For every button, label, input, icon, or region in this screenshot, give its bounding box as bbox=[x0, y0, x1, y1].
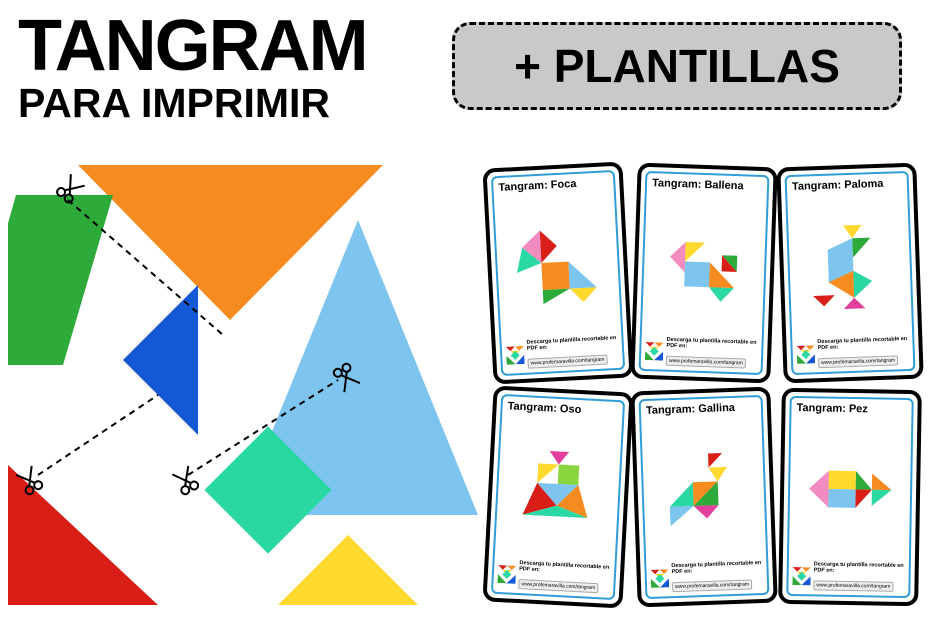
tangram-cutout bbox=[8, 165, 478, 605]
card-foca: Tangram: Foca Descarga tu plantilla bbox=[482, 161, 633, 384]
tangram-logo-icon bbox=[797, 345, 816, 364]
piece-yellow bbox=[278, 535, 418, 605]
card-figure bbox=[497, 191, 618, 339]
card-footer: Descarga tu plantilla recortable en PDF … bbox=[644, 334, 759, 371]
footer-text: Descarga tu plantilla recortable en PDF … bbox=[817, 336, 908, 351]
footer-url: www.profemaravilla.com/tangram bbox=[818, 355, 898, 368]
footer-url: www.profemaravilla.com/tangram bbox=[813, 580, 893, 591]
piece-blue bbox=[123, 285, 198, 435]
tangram-logo-icon bbox=[792, 567, 810, 585]
tangram-logo-icon bbox=[651, 569, 670, 588]
card-pez: Tangram: Pez Descarga tu plantilla r bbox=[778, 388, 922, 606]
card-footer: Descarga tu plantilla recortable en PDF … bbox=[504, 333, 620, 372]
card-figure bbox=[792, 417, 908, 561]
card-footer: Descarga tu plantilla recortable en PDF … bbox=[795, 334, 910, 371]
tangram-logo-icon bbox=[506, 346, 525, 365]
card-gallina: Tangram: Gallina Descarga tu plantil bbox=[630, 387, 777, 608]
footer-url: www.profemaravilla.com/tangram bbox=[518, 579, 598, 593]
scissors-icon bbox=[172, 466, 199, 496]
card-footer: Descarga tu plantilla recortable en PDF … bbox=[496, 557, 612, 596]
footer-url: www.profemaravilla.com/tangram bbox=[527, 355, 607, 369]
plantillas-label: + PLANTILLAS bbox=[514, 39, 840, 93]
title-main: TANGRAM bbox=[18, 12, 367, 80]
card-figure bbox=[498, 415, 619, 563]
card-paloma: Tangram: Paloma Descarga tu plantill bbox=[776, 163, 923, 384]
footer-text: Descarga tu plantilla recortable en PDF … bbox=[519, 560, 611, 577]
footer-url: www.profemaravilla.com/tangram bbox=[672, 579, 752, 592]
piece-green bbox=[8, 195, 113, 365]
card-figure bbox=[645, 192, 764, 338]
footer-text: Descarga tu plantilla recortable en PDF … bbox=[666, 337, 757, 352]
footer-text: Descarga tu plantilla recortable en PDF … bbox=[671, 560, 762, 575]
tangram-logo-icon bbox=[497, 565, 516, 584]
card-title: Tangram: Pez bbox=[794, 401, 908, 419]
card-figure bbox=[790, 192, 909, 338]
cards-grid: Tangram: Foca Descarga tu plantilla bbox=[488, 165, 920, 605]
footer-url: www.profemaravilla.com/tangram bbox=[666, 356, 746, 369]
title-block: TANGRAM PARA IMPRIMIR bbox=[18, 12, 367, 127]
tangram-logo-icon bbox=[645, 342, 664, 361]
footer-text: Descarga tu plantilla recortable en PDF … bbox=[814, 561, 905, 575]
card-oso: Tangram: Oso Descarga tu plantilla r bbox=[482, 385, 633, 608]
card-figure bbox=[644, 416, 763, 562]
card-footer: Descarga tu plantilla recortable en PDF … bbox=[649, 558, 764, 595]
title-sub: PARA IMPRIMIR bbox=[18, 80, 367, 127]
card-footer: Descarga tu plantilla recortable en PDF … bbox=[791, 559, 906, 594]
footer-text: Descarga tu plantilla recortable en PDF … bbox=[526, 335, 618, 352]
plantillas-badge: + PLANTILLAS bbox=[452, 22, 902, 110]
card-ballena: Tangram: Ballena Descarga tu plantil bbox=[630, 163, 777, 384]
